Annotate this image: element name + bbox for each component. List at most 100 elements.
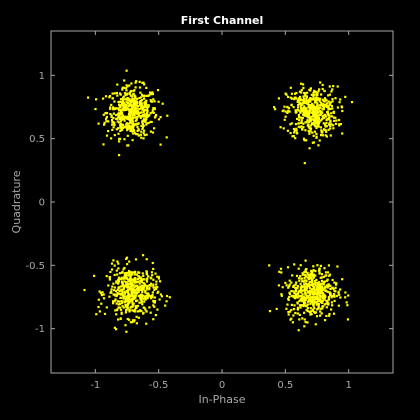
scatter-point <box>312 276 315 279</box>
scatter-point <box>304 121 307 124</box>
scatter-point <box>128 301 131 304</box>
scatter-point <box>119 285 122 288</box>
scatter-point <box>131 299 134 302</box>
scatter-point <box>113 92 116 95</box>
scatter-point <box>139 111 142 114</box>
scatter-point <box>125 100 128 103</box>
scatter-point <box>318 116 321 119</box>
scatter-point <box>100 302 103 305</box>
scatter-point <box>302 107 305 110</box>
scatter-point <box>319 81 322 84</box>
scatter-point <box>130 130 134 133</box>
scatter-point <box>108 278 111 281</box>
scatter-point <box>143 101 146 104</box>
scatter-point <box>305 97 308 100</box>
scatter-point <box>142 115 145 118</box>
scatter-point <box>121 291 124 294</box>
scatter-point <box>300 119 303 122</box>
scatter-point <box>345 301 348 304</box>
scatter-point <box>330 296 333 299</box>
scatter-point <box>138 275 141 278</box>
scatter-point <box>311 297 314 300</box>
scatter-point <box>129 280 132 283</box>
scatter-point <box>296 312 299 315</box>
scatter-point <box>300 125 303 128</box>
scatter-point <box>313 296 316 299</box>
scatter-point <box>307 299 310 302</box>
scatter-point <box>125 84 128 87</box>
scatter-point <box>136 105 139 108</box>
scatter-point <box>156 89 160 92</box>
scatter-point <box>133 107 136 110</box>
scatter-point <box>138 108 141 111</box>
scatter-point <box>125 103 128 106</box>
scatter-point <box>295 91 298 95</box>
scatter-point <box>331 100 334 103</box>
scatter-point <box>131 297 134 300</box>
scatter-point <box>130 290 133 293</box>
scatter-point <box>120 292 123 295</box>
scatter-point <box>126 284 130 287</box>
scatter-point <box>296 117 299 120</box>
scatter-point <box>314 98 317 101</box>
scatter-point <box>317 123 320 127</box>
scatter-point <box>286 111 289 114</box>
scatter-point <box>332 127 335 130</box>
scatter-point <box>307 110 310 113</box>
scatter-point <box>341 109 344 113</box>
scatter-point <box>311 282 314 286</box>
scatter-point <box>129 274 132 277</box>
scatter-point <box>113 293 117 296</box>
scatter-point <box>134 81 137 84</box>
scatter-point <box>319 310 322 313</box>
scatter-point <box>301 102 304 105</box>
scatter-point <box>315 132 318 135</box>
scatter-point <box>287 310 290 314</box>
scatter-point <box>102 297 106 300</box>
scatter-point <box>304 275 307 278</box>
scatter-point <box>83 288 86 292</box>
scatter-point <box>125 330 128 333</box>
scatter-point <box>112 121 115 124</box>
scatter-point <box>128 273 131 276</box>
scatter-point <box>306 271 309 274</box>
scatter-point <box>317 97 320 100</box>
scatter-point <box>135 123 138 126</box>
scatter-point <box>323 296 326 300</box>
scatter-point <box>120 280 124 283</box>
scatter-point <box>311 271 314 275</box>
scatter-point <box>332 111 335 114</box>
scatter-point <box>122 124 125 127</box>
scatter-point <box>332 124 335 127</box>
scatter-point <box>298 318 301 321</box>
scatter-point <box>141 290 144 293</box>
scatter-point <box>118 105 121 108</box>
scatter-point <box>152 98 155 101</box>
scatter-point <box>293 304 296 307</box>
scatter-point <box>138 310 141 313</box>
scatter-point <box>128 104 131 107</box>
scatter-point <box>300 291 303 294</box>
scatter-point <box>292 308 296 311</box>
scatter-point <box>115 328 118 331</box>
scatter-point <box>328 273 332 276</box>
scatter-point <box>280 294 283 297</box>
scatter-point <box>119 296 122 299</box>
scatter-point <box>306 309 309 313</box>
scatter-point <box>304 94 307 97</box>
scatter-point <box>117 318 120 321</box>
scatter-point <box>154 272 157 275</box>
scatter-point <box>316 291 319 294</box>
scatter-point <box>109 270 112 274</box>
scatter-point <box>134 270 137 273</box>
scatter-point <box>145 105 148 108</box>
scatter-point <box>313 101 317 104</box>
scatter-point <box>306 307 309 310</box>
scatter-point <box>311 111 314 114</box>
scatter-point <box>300 82 303 85</box>
scatter-point <box>138 271 141 274</box>
scatter-point <box>318 98 321 101</box>
scatter-point <box>129 121 133 124</box>
scatter-point <box>143 83 146 86</box>
scatter-point <box>284 110 287 113</box>
